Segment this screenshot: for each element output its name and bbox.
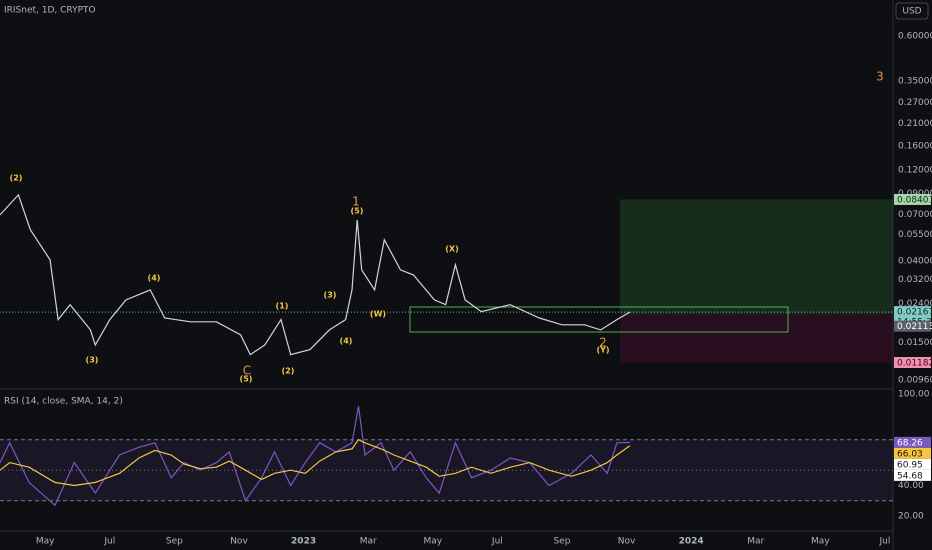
currency-button[interactable] — [895, 2, 929, 20]
x-tick-label: May — [423, 537, 442, 547]
target-badge: 0.08401 — [897, 195, 932, 205]
wave-label: (1) — [276, 302, 289, 311]
rsi-value-badge-bg — [894, 436, 931, 448]
x-tick-label: Mar — [360, 537, 377, 547]
rsi-value-badge: 60.95 — [897, 460, 923, 470]
degree-label: 3 — [876, 70, 884, 84]
rsi-sma-line — [0, 438, 631, 487]
wave-label: (W) — [370, 310, 386, 319]
price-tick-label: 0.07000 — [898, 210, 932, 220]
x-tick-label: May — [36, 537, 55, 547]
rsi-value-badge: 66.03 — [897, 449, 923, 459]
entry-badge: 0.02113 — [897, 322, 932, 332]
wave-label: (4) — [340, 337, 353, 346]
x-tick-label: Nov — [230, 537, 248, 547]
price-tick-label: 0.02400 — [898, 299, 932, 309]
wave-label: (Y) — [596, 346, 609, 355]
wave-label: (3) — [86, 356, 99, 365]
price-tick-label: 0.00960 — [898, 375, 932, 385]
price-tick-label: 0.35000 — [898, 76, 932, 86]
x-tick-label: May — [811, 537, 830, 547]
wave-label: (2) — [10, 174, 23, 183]
degree-label: 2 — [599, 336, 607, 350]
degree-label: C — [243, 364, 251, 378]
price-tick-label: 0.21000 — [898, 119, 932, 129]
currency-label[interactable]: USD — [902, 7, 921, 17]
stop-zone — [620, 314, 893, 363]
degree-label: 1 — [352, 195, 360, 209]
rsi-tick-label: 100.00 — [898, 389, 930, 399]
stop-badge: 0.01182 — [897, 359, 932, 369]
last-price: 0.02167 — [897, 308, 932, 318]
x-tick-label: 2024 — [679, 537, 704, 547]
range-box — [409, 306, 789, 333]
rsi-value-badge: 54.68 — [897, 471, 923, 481]
rsi-value-badge-bg — [894, 469, 931, 481]
x-tick-label: 2023 — [291, 537, 316, 547]
rsi-value-badge-bg — [894, 458, 931, 470]
x-tick-label: Jul — [103, 537, 115, 547]
x-tick-label: Sep — [166, 537, 183, 547]
x-tick-label: Sep — [553, 537, 570, 547]
wave-label: (5) — [351, 207, 364, 216]
rsi-title: RSI (14, close, SMA, 14, 2) — [4, 397, 123, 407]
x-tick-label: Nov — [618, 537, 636, 547]
rsi-value-badge-bg — [894, 447, 931, 459]
symbol-title: IRISnet, 1D, CRYPTO — [4, 6, 96, 16]
price-tick-label: 0.03200 — [898, 275, 932, 285]
price-tick-label: 0.01500 — [898, 338, 932, 348]
price-tick-label: 0.05500 — [898, 230, 932, 240]
rsi-tick-label: 20.00 — [898, 511, 924, 521]
wave-label: (4) — [148, 274, 161, 283]
rsi-tick-label: 40.00 — [898, 481, 924, 491]
price-tick-label: 0.27000 — [898, 98, 932, 108]
wave-label: (3) — [324, 291, 337, 300]
price-tick-label: 0.60000 — [898, 31, 932, 41]
price-tick-label: 0.04000 — [898, 257, 932, 267]
price-line — [0, 193, 631, 356]
target-badge-bg — [894, 193, 931, 205]
price-tick-label: 0.16000 — [898, 141, 932, 151]
x-tick-label: Jul — [491, 537, 503, 547]
x-tick-label: Mar — [747, 537, 764, 547]
rsi-value-badge: 68.26 — [897, 438, 923, 448]
wave-label: (5) — [240, 375, 253, 384]
target-zone — [620, 199, 893, 315]
price-tick-label: 0.12000 — [898, 165, 932, 175]
wave-label: (2) — [282, 367, 295, 376]
entry-badge-bg — [894, 320, 931, 332]
rsi-line — [0, 406, 630, 507]
stop-badge-bg — [894, 357, 931, 369]
wave-label: (X) — [445, 245, 458, 254]
x-tick-label: Jul — [878, 537, 890, 547]
